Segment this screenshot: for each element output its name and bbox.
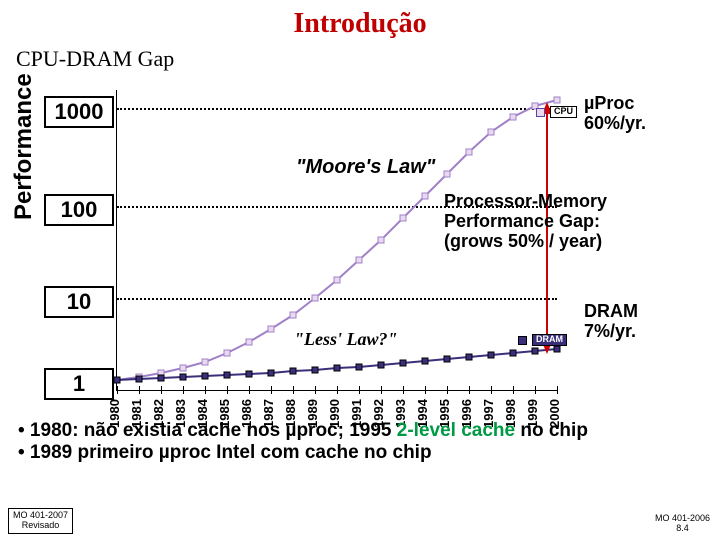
- dram-marker: [356, 364, 362, 370]
- dram-marker: [400, 360, 406, 366]
- dram-marker: [466, 354, 472, 360]
- xtick-mark: [117, 386, 118, 394]
- cpu-marker: [422, 193, 428, 199]
- dram-marker: [488, 352, 494, 358]
- cpu-marker: [290, 312, 296, 318]
- xtick-mark: [249, 386, 250, 394]
- ytick-10: 10: [44, 286, 114, 318]
- ytick-1000: 1000: [44, 96, 114, 128]
- cpu-marker: [180, 365, 186, 371]
- xtick-mark: [139, 386, 140, 394]
- dram-marker: [444, 356, 450, 362]
- dram-label: DRAM 7%/yr.: [584, 302, 638, 342]
- dram-marker: [246, 371, 252, 377]
- cpu-marker: [444, 171, 450, 177]
- dram-marker: [312, 367, 318, 373]
- xtick-mark: [469, 386, 470, 394]
- dram-marker: [136, 376, 142, 382]
- ytick-1: 1: [44, 368, 114, 400]
- cpu-marker-icon: [536, 108, 545, 117]
- dram-marker: [378, 362, 384, 368]
- xtick-mark: [491, 386, 492, 394]
- footer-left: MO 401-2007 Revisado: [8, 508, 73, 534]
- dram-marker: [268, 370, 274, 376]
- cpu-marker: [356, 257, 362, 263]
- dram-marker: [422, 358, 428, 364]
- xtick-mark: [359, 386, 360, 394]
- bullet-1: • 1980: não existia cache nos µproc; 199…: [18, 420, 698, 442]
- gap-label: Processor-Memory Performance Gap: (grows…: [444, 192, 607, 251]
- xtick-mark: [535, 386, 536, 394]
- dram-marker: [202, 373, 208, 379]
- dram-legend-label: DRAM: [532, 334, 567, 346]
- dram-marker: [114, 377, 120, 383]
- cpu-marker: [488, 129, 494, 135]
- cpu-marker: [400, 215, 406, 221]
- cpu-marker: [224, 350, 230, 356]
- cpu-marker: [466, 149, 472, 155]
- dram-legend: DRAM: [518, 330, 567, 350]
- cpu-marker: [510, 114, 516, 120]
- ytick-100: 100: [44, 194, 114, 226]
- dram-marker: [334, 365, 340, 371]
- xtick-mark: [227, 386, 228, 394]
- xtick-mark: [293, 386, 294, 394]
- dram-marker-icon: [518, 336, 527, 345]
- y-axis-label: Performance: [10, 73, 38, 220]
- cpu-marker: [268, 326, 274, 332]
- xtick-mark: [337, 386, 338, 394]
- xtick-mark: [425, 386, 426, 394]
- footer-right: MO 401-2006 8.4: [655, 514, 710, 534]
- cpu-marker: [378, 237, 384, 243]
- xtick-mark: [315, 386, 316, 394]
- cpu-marker: [334, 277, 340, 283]
- bullet-2: • 1989 primeiro µproc Intel com cache no…: [18, 442, 698, 464]
- cpu-legend: CPU: [536, 102, 577, 122]
- xtick-mark: [513, 386, 514, 394]
- xtick-mark: [205, 386, 206, 394]
- cpu-marker: [312, 295, 318, 301]
- moores-law-label: "Moore's Law": [296, 156, 435, 178]
- cpu-marker: [202, 359, 208, 365]
- dram-marker: [510, 350, 516, 356]
- dram-marker: [224, 372, 230, 378]
- bullet-list: • 1980: não existia cache nos µproc; 199…: [18, 420, 698, 464]
- cpu-marker: [246, 339, 252, 345]
- dram-marker: [180, 374, 186, 380]
- slide-title: Introdução: [0, 0, 720, 40]
- dram-marker: [290, 368, 296, 374]
- xtick-mark: [381, 386, 382, 394]
- xtick-mark: [557, 386, 558, 394]
- less-law-label: "Less' Law?": [294, 330, 397, 350]
- slide-subtitle: CPU-DRAM Gap: [0, 40, 720, 72]
- xtick-mark: [183, 386, 184, 394]
- uproc-label: µProc 60%/yr.: [584, 94, 646, 134]
- xtick-mark: [447, 386, 448, 394]
- xtick-mark: [271, 386, 272, 394]
- dram-marker: [158, 375, 164, 381]
- xtick-mark: [161, 386, 162, 394]
- xtick-mark: [403, 386, 404, 394]
- cpu-legend-label: CPU: [550, 106, 577, 118]
